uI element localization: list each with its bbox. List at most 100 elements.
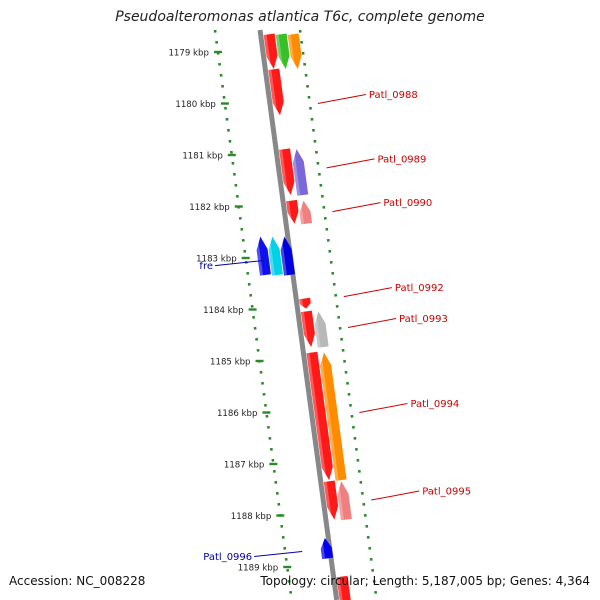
- gene-arrow-shine: [287, 34, 296, 70]
- gene-feature-1[interactable]: [263, 33, 280, 70]
- gene-arrow-shine: [278, 237, 288, 276]
- gene-arrow: [299, 297, 311, 309]
- label-text: Patl_0988: [369, 90, 418, 101]
- gene-label-patl-0993[interactable]: Patl_0993: [347, 314, 448, 329]
- gene-feature-11[interactable]: [278, 236, 295, 276]
- gene-feature-13[interactable]: [300, 310, 317, 348]
- gene-arrow: [268, 68, 284, 116]
- gene-arrow: [263, 33, 278, 69]
- gene-arrow: [256, 236, 271, 276]
- ruler-tick-label: 1185 kbp: [210, 358, 251, 368]
- ruler-tick-label: 1184 kbp: [203, 306, 244, 316]
- ruler-tick-label: 1188 kbp: [231, 512, 272, 522]
- label-text: fre: [199, 261, 213, 272]
- gene-arrow-shine: [298, 200, 305, 225]
- gene-arrow-shine: [323, 481, 332, 521]
- gene-feature-20[interactable]: [336, 575, 354, 600]
- gene-feature-6[interactable]: [291, 148, 309, 196]
- gene-arrow: [275, 33, 290, 69]
- gene-arrow-shine: [254, 237, 264, 276]
- genome-summary: Topology: circular; Length: 5,187,005 bp…: [260, 574, 590, 588]
- gene-arrow: [299, 200, 313, 225]
- gene-arrow-shine: [268, 69, 278, 116]
- gene-arrow: [314, 311, 329, 348]
- gene-feature-5[interactable]: [279, 148, 296, 196]
- gene-arrow: [320, 537, 334, 560]
- gene-arrow-shine: [286, 200, 293, 225]
- label-leader-line: [326, 158, 375, 169]
- map-title: Pseudoalteromonas atlantica T6c, complet…: [115, 9, 485, 25]
- ruler-tick-label: 1179 kbp: [168, 49, 209, 59]
- gene-arrow-shine: [335, 481, 344, 521]
- gene-arrow-shine: [336, 576, 346, 600]
- genome-backbone: [257, 29, 340, 600]
- ruler-tick-label: 1186 kbp: [217, 409, 258, 419]
- gene-feature-10[interactable]: [266, 236, 283, 276]
- ruler-tick-label: 1180 kbp: [175, 100, 216, 110]
- gene-arrow-shine: [318, 352, 339, 481]
- gene-arrow-shine: [312, 311, 321, 348]
- label-leader-line: [254, 551, 303, 558]
- gene-arrow-shine: [300, 311, 309, 348]
- gene-feature-15[interactable]: [306, 351, 334, 481]
- gene-label-patl-0990[interactable]: Patl_0990: [332, 198, 432, 213]
- gene-label-fre[interactable]: fre: [199, 260, 264, 273]
- ruler-tick-label: 1187 kbp: [224, 461, 265, 471]
- gene-arrow-shine: [291, 149, 301, 196]
- gene-arrow: [287, 33, 302, 69]
- gene-label-patl-0989[interactable]: Patl_0989: [326, 154, 427, 169]
- dotted-guides: [213, 29, 378, 600]
- gene-feature-3[interactable]: [287, 33, 304, 70]
- gene-arrow: [300, 310, 315, 348]
- gene-feature-7[interactable]: [286, 199, 300, 225]
- gene-arrow: [279, 148, 295, 196]
- ruler-tick-label: 1183 kbp: [196, 255, 237, 265]
- gene-arrow: [286, 199, 299, 224]
- gene-feature-12[interactable]: [299, 297, 311, 310]
- gene-label-patl-0988[interactable]: Patl_0988: [317, 90, 418, 104]
- gene-arrow: [268, 236, 283, 276]
- gene-arrow-shine: [299, 298, 304, 310]
- gene-arrow-shine: [319, 538, 326, 560]
- gene-label-patl-0994[interactable]: Patl_0994: [359, 399, 459, 413]
- gene-arrow-shine: [275, 34, 284, 70]
- left-dotted-guide: [213, 29, 293, 600]
- gene-feature-14[interactable]: [312, 311, 329, 348]
- label-leader-line: [214, 260, 264, 267]
- ruler-tick-label: 1189 kbp: [238, 564, 279, 574]
- ruler-tick-label: 1182 kbp: [189, 203, 230, 213]
- backbone-line: [257, 29, 340, 600]
- gene-label-patl-0996[interactable]: Patl_0996: [203, 551, 303, 564]
- gene-arrow-shine: [266, 237, 276, 276]
- label-leader-line: [359, 403, 408, 413]
- gene-arrow: [323, 480, 339, 520]
- gene-feature-16[interactable]: [318, 352, 347, 481]
- gene-label-patl-0995[interactable]: Patl_0995: [371, 487, 471, 501]
- gene-arrow: [320, 352, 347, 481]
- gene-arrow: [292, 149, 309, 196]
- label-text: Patl_0995: [422, 487, 471, 498]
- label-leader-line: [343, 287, 392, 298]
- gene-feature-18[interactable]: [335, 481, 352, 521]
- gene-feature-17[interactable]: [323, 480, 340, 521]
- gene-feature-19[interactable]: [319, 537, 334, 560]
- gene-feature-2[interactable]: [275, 33, 292, 70]
- gene-arrow: [337, 481, 352, 521]
- gene-arrow: [336, 575, 352, 600]
- right-dotted-guide: [298, 29, 378, 600]
- label-text: Patl_0990: [383, 198, 432, 209]
- gene-feature-9[interactable]: [254, 236, 271, 276]
- gene-feature-4[interactable]: [268, 68, 285, 116]
- label-leader-line: [371, 490, 420, 501]
- gene-arrow: [280, 236, 295, 276]
- label-text: Patl_0993: [399, 314, 448, 325]
- gene-arrow: [306, 351, 333, 481]
- gene-features: [254, 33, 354, 600]
- label-leader-line: [332, 202, 381, 213]
- gene-label-patl-0992[interactable]: Patl_0992: [343, 283, 444, 298]
- kbp-ruler: 1179 kbp 1180 kbp 1181 kbp 1182 kbp 1183 kbp…: [168, 49, 292, 574]
- ruler-tick-label: 1181 kbp: [182, 152, 223, 162]
- gene-feature-8[interactable]: [298, 200, 313, 225]
- label-text: Patl_0992: [395, 283, 444, 294]
